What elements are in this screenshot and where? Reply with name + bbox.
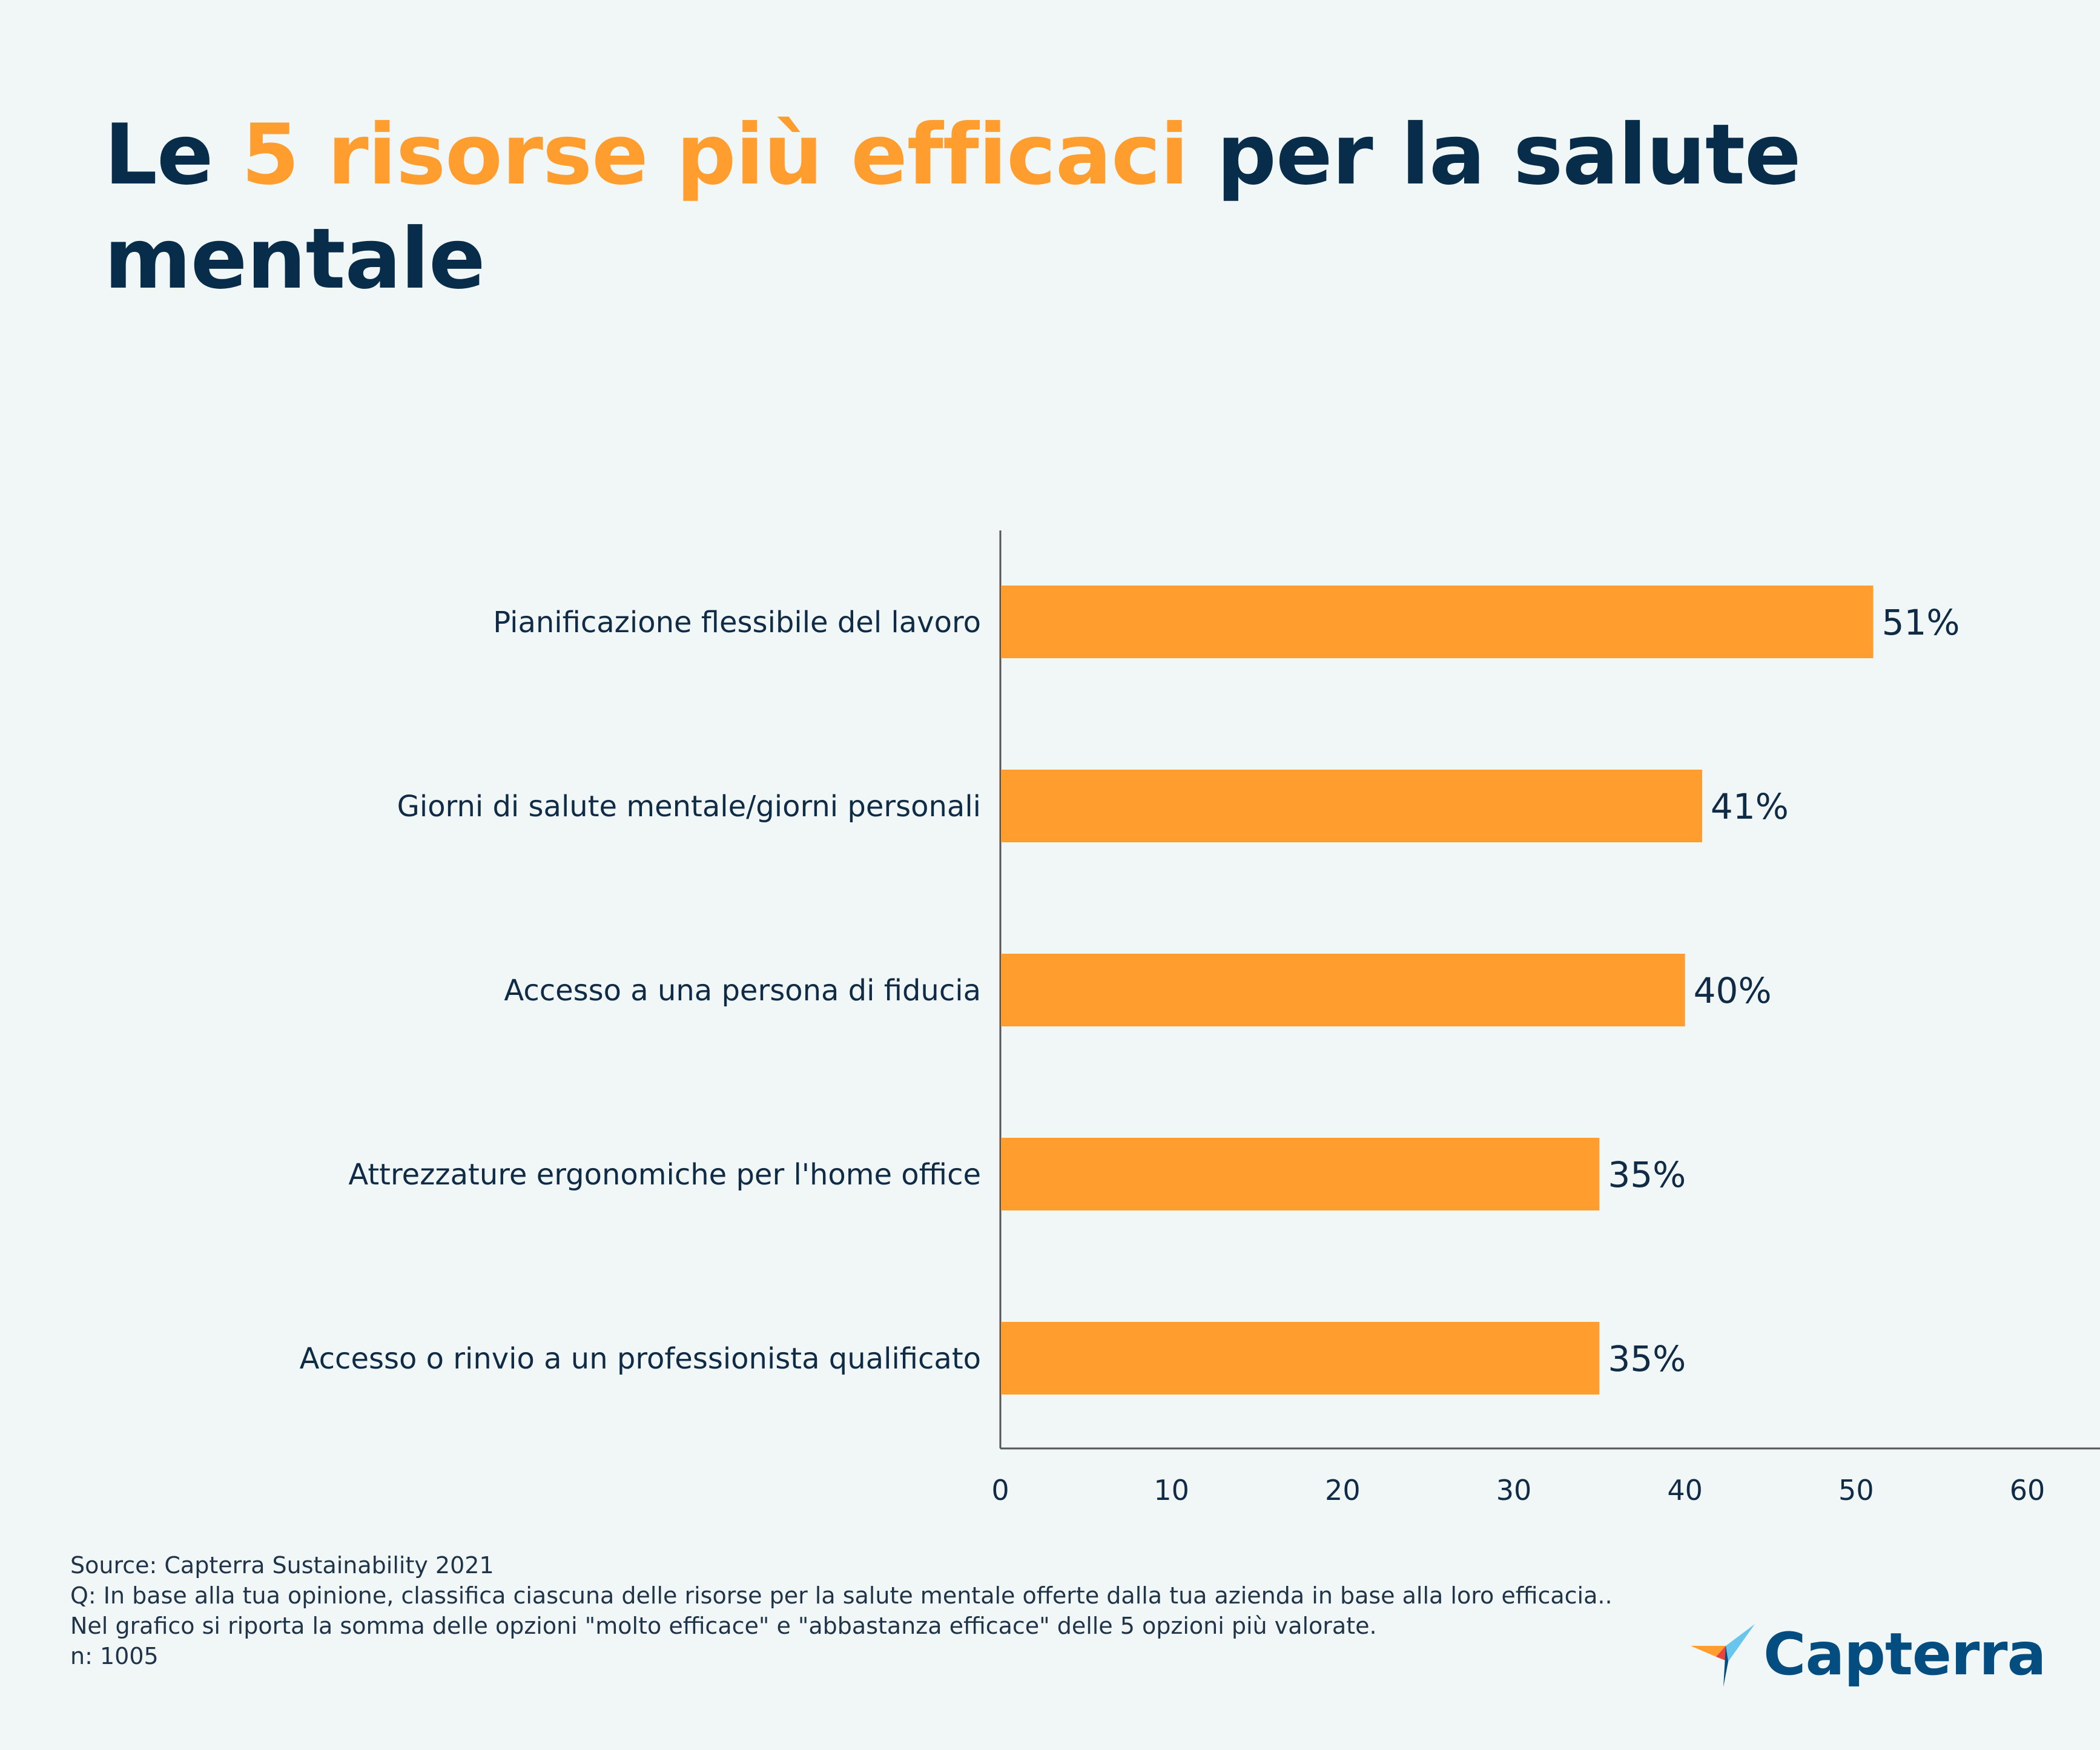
category-label: Giorni di salute mentale/giorni personal… [397,790,981,824]
category-label: Accesso a una persona di fiducia [504,974,981,1008]
value-label: 40% [1694,970,1772,1011]
category-label: Attrezzature ergonomiche per l'home offi… [348,1158,981,1192]
footer-notes: Source: Capterra Sustainability 2021 Q: … [70,1550,1657,1671]
x-tick-label: 50 [1838,1474,1874,1507]
title-highlight: 5 risorse più efficaci [241,106,1189,203]
capterra-logo: Capterra [1689,1618,2046,1697]
x-tick-label: 60 [2010,1474,2046,1507]
x-tick-label: 30 [1496,1474,1532,1507]
bar [1001,586,1874,658]
x-tick-label: 0 [991,1474,1009,1507]
value-label: 35% [1608,1338,1686,1379]
footer-question: Q: In base alla tua opinione, classifica… [70,1582,1613,1639]
category-label: Pianificazione flessibile del lavoro [493,606,981,639]
page-title: Le 5 risorse più efficaci per la salute … [104,103,1860,311]
bar-chart: Pianificazione flessibile del lavoro 51% G… [300,530,2100,1507]
capterra-arrow-icon [1691,1624,1755,1687]
value-label: 35% [1608,1154,1686,1195]
bar [1001,1322,1600,1395]
bar [1001,954,1685,1026]
footer-source: Source: Capterra Sustainability 2021 [70,1552,494,1579]
x-tick-label: 10 [1154,1474,1189,1507]
x-tick-label: 40 [1667,1474,1703,1507]
logo-text: Capterra [1763,1620,2046,1688]
title-part1: Le [104,106,242,203]
value-label: 51% [1882,602,1960,643]
category-label: Accesso o rinvio a un professionista qua… [300,1342,981,1376]
bar [1001,770,1702,842]
value-label: 41% [1711,786,1789,827]
bar [1001,1138,1600,1210]
x-tick-label: 20 [1325,1474,1361,1507]
title-part2: per la salute mentale [104,106,1801,308]
footer-sample-size: n: 1005 [70,1643,159,1669]
